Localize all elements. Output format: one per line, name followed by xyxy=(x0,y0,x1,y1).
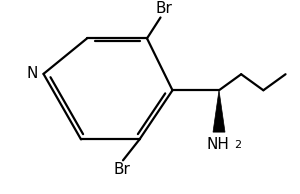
Text: 2: 2 xyxy=(234,140,242,150)
Text: Br: Br xyxy=(113,162,130,177)
Text: NH: NH xyxy=(206,137,229,152)
Polygon shape xyxy=(213,90,225,132)
Text: N: N xyxy=(26,66,38,81)
Text: Br: Br xyxy=(155,1,172,16)
